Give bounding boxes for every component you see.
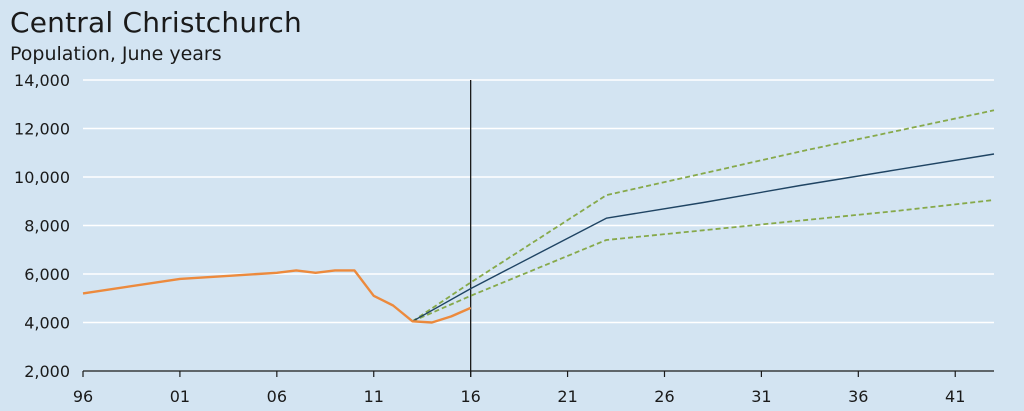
x-tick-label: 96 (73, 387, 93, 406)
x-tick-label: 11 (364, 387, 384, 406)
x-axis: 96 01 06 11 16 21 26 31 36 41 (73, 370, 994, 406)
x-tick-label: 06 (267, 387, 287, 406)
series-lines (82, 109, 995, 324)
y-tick-label: 10,000 (14, 168, 70, 187)
chart-title: Central Christchurch (10, 6, 302, 39)
x-tick-label: 41 (945, 387, 965, 406)
y-tick-label: 14,000 (14, 71, 70, 90)
y-tick-label: 2,000 (24, 362, 70, 381)
gridlines (83, 79, 994, 324)
chart-subtitle: Population, June years (10, 43, 222, 65)
series-line-projection-low (412, 199, 995, 323)
y-tick-label: 12,000 (14, 120, 70, 139)
x-tick-label: 21 (557, 387, 577, 406)
y-tick-label: 6,000 (24, 265, 70, 284)
y-tick-label: 4,000 (24, 314, 70, 333)
x-tick-label: 31 (751, 387, 771, 406)
x-tick-label: 16 (460, 387, 480, 406)
x-tick-label: 36 (848, 387, 868, 406)
series-line-projection-medium (412, 153, 995, 322)
series-line-projection-high (412, 109, 995, 323)
y-tick-label: 8,000 (24, 217, 70, 236)
series-line-estimate (82, 269, 472, 324)
x-tick-label: 01 (170, 387, 190, 406)
x-tick-label: 26 (654, 387, 674, 406)
y-axis-ticks: 2,000 4,000 6,000 8,000 10,000 12,000 14,000 (14, 71, 70, 381)
